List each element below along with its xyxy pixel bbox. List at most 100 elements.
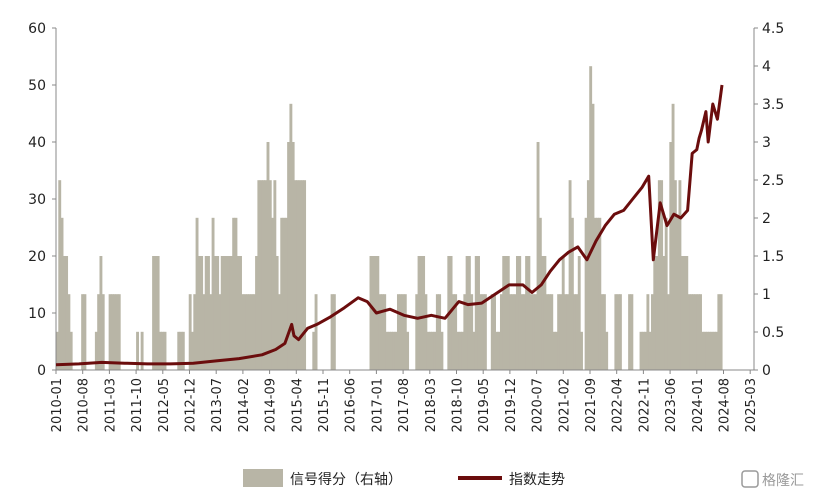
signal-bar xyxy=(458,331,462,370)
signal-bar xyxy=(211,217,215,370)
signal-bar xyxy=(534,294,538,370)
signal-bar xyxy=(497,331,501,370)
x-tick-label: 2014-09 xyxy=(264,378,279,432)
legend-bar-label: 信号得分（右轴） xyxy=(290,471,402,488)
signal-bar xyxy=(62,256,66,370)
signal-bar xyxy=(593,217,597,370)
signal-bar xyxy=(193,294,197,370)
x-tick-label: 2010-08 xyxy=(77,378,92,432)
signal-bar xyxy=(209,294,213,370)
signal-bar xyxy=(586,180,590,370)
left-tick-label: 10 xyxy=(28,306,46,322)
signal-bar xyxy=(403,294,407,370)
signal-bar xyxy=(392,331,396,370)
signal-bar xyxy=(660,180,664,370)
signal-bar xyxy=(495,331,499,370)
x-tick-label: 2021-09 xyxy=(584,378,599,432)
x-tick-label: 2020-07 xyxy=(531,378,546,432)
signal-bar xyxy=(161,331,165,370)
x-tick-label: 2019-12 xyxy=(504,378,519,432)
signal-bar xyxy=(493,294,496,370)
signal-bar xyxy=(213,256,217,370)
signal-bar xyxy=(580,331,583,370)
signal-bar xyxy=(108,294,112,370)
right-tick-label: 3.5 xyxy=(762,97,784,113)
signal-bar xyxy=(378,294,382,370)
signal-bar xyxy=(461,331,464,370)
signal-bar xyxy=(239,256,242,370)
signal-bar xyxy=(525,256,529,370)
signal-bar xyxy=(252,294,256,370)
signal-bar xyxy=(152,256,156,370)
x-tick-label: 2021-02 xyxy=(557,378,572,432)
x-tick-label: 2017-08 xyxy=(397,378,412,432)
signal-bar xyxy=(600,294,604,370)
left-tick-label: 50 xyxy=(28,78,46,94)
left-tick-label: 30 xyxy=(28,192,46,208)
signal-bar xyxy=(591,103,595,370)
signal-bar xyxy=(433,331,437,370)
signal-bar xyxy=(188,294,192,370)
legend: 信号得分（右轴） 指数走势 xyxy=(243,469,565,488)
signal-bar xyxy=(241,294,245,370)
signal-bar xyxy=(179,331,183,370)
signal-bar xyxy=(417,256,421,370)
signal-bar xyxy=(394,331,398,370)
signal-bar xyxy=(689,294,693,370)
signal-bar xyxy=(195,217,199,370)
signal-bar xyxy=(158,331,162,370)
legend-line-label: 指数走势 xyxy=(509,472,565,488)
x-tick-label: 2023-06 xyxy=(664,378,679,432)
signal-bar xyxy=(598,217,602,370)
signal-bar xyxy=(463,294,467,370)
signal-bar xyxy=(715,331,718,370)
signal-bar xyxy=(602,294,606,370)
signal-bar xyxy=(294,180,297,370)
right-tick-label: 1 xyxy=(762,287,771,303)
signal-bar xyxy=(644,331,648,370)
signal-bar xyxy=(506,256,510,370)
signal-bar xyxy=(605,331,609,370)
signal-bar xyxy=(266,142,270,370)
signal-bar xyxy=(277,294,281,370)
signal-bar xyxy=(515,256,519,370)
signal-bar xyxy=(284,217,288,370)
signal-bar xyxy=(522,294,526,370)
signal-bar xyxy=(676,217,680,370)
signal-bar xyxy=(618,294,622,370)
signal-bar xyxy=(81,294,85,370)
signal-bar xyxy=(490,294,494,370)
signal-bar xyxy=(664,217,668,370)
signal-bar xyxy=(685,256,689,370)
x-tick-label: 2017-01 xyxy=(370,378,385,432)
signal-bar xyxy=(680,256,684,370)
signal-bar xyxy=(456,331,460,370)
signal-bar xyxy=(641,331,645,370)
signal-bar xyxy=(502,256,506,370)
signal-bar xyxy=(110,294,114,370)
signal-bar xyxy=(291,142,295,370)
signal-bar xyxy=(543,256,547,370)
signal-bar xyxy=(669,142,673,370)
signal-bar xyxy=(236,256,240,370)
signal-bar xyxy=(472,331,476,370)
signal-bar xyxy=(369,256,373,370)
signal-bar xyxy=(314,294,318,370)
watermark-logo-icon xyxy=(741,470,759,488)
x-tick-label: 2018-10 xyxy=(450,378,465,432)
signal-bar xyxy=(383,294,387,370)
signal-bar xyxy=(705,331,709,370)
signal-bar xyxy=(667,294,670,370)
signal-bar xyxy=(422,256,426,370)
x-axis-ticks: 2010-01 2010-08 2011-03 2011-10 2012-05 2012-… xyxy=(50,370,759,432)
right-tick-label: 4 xyxy=(762,59,771,75)
signal-bar xyxy=(99,256,103,370)
signal-bar xyxy=(387,331,391,370)
signal-bar xyxy=(694,294,698,370)
signal-bar xyxy=(639,331,643,370)
signal-bar xyxy=(575,294,579,370)
signal-bar xyxy=(481,294,485,370)
signal-bar xyxy=(440,331,444,370)
signal-bar xyxy=(435,294,439,370)
signal-bar xyxy=(687,294,691,370)
